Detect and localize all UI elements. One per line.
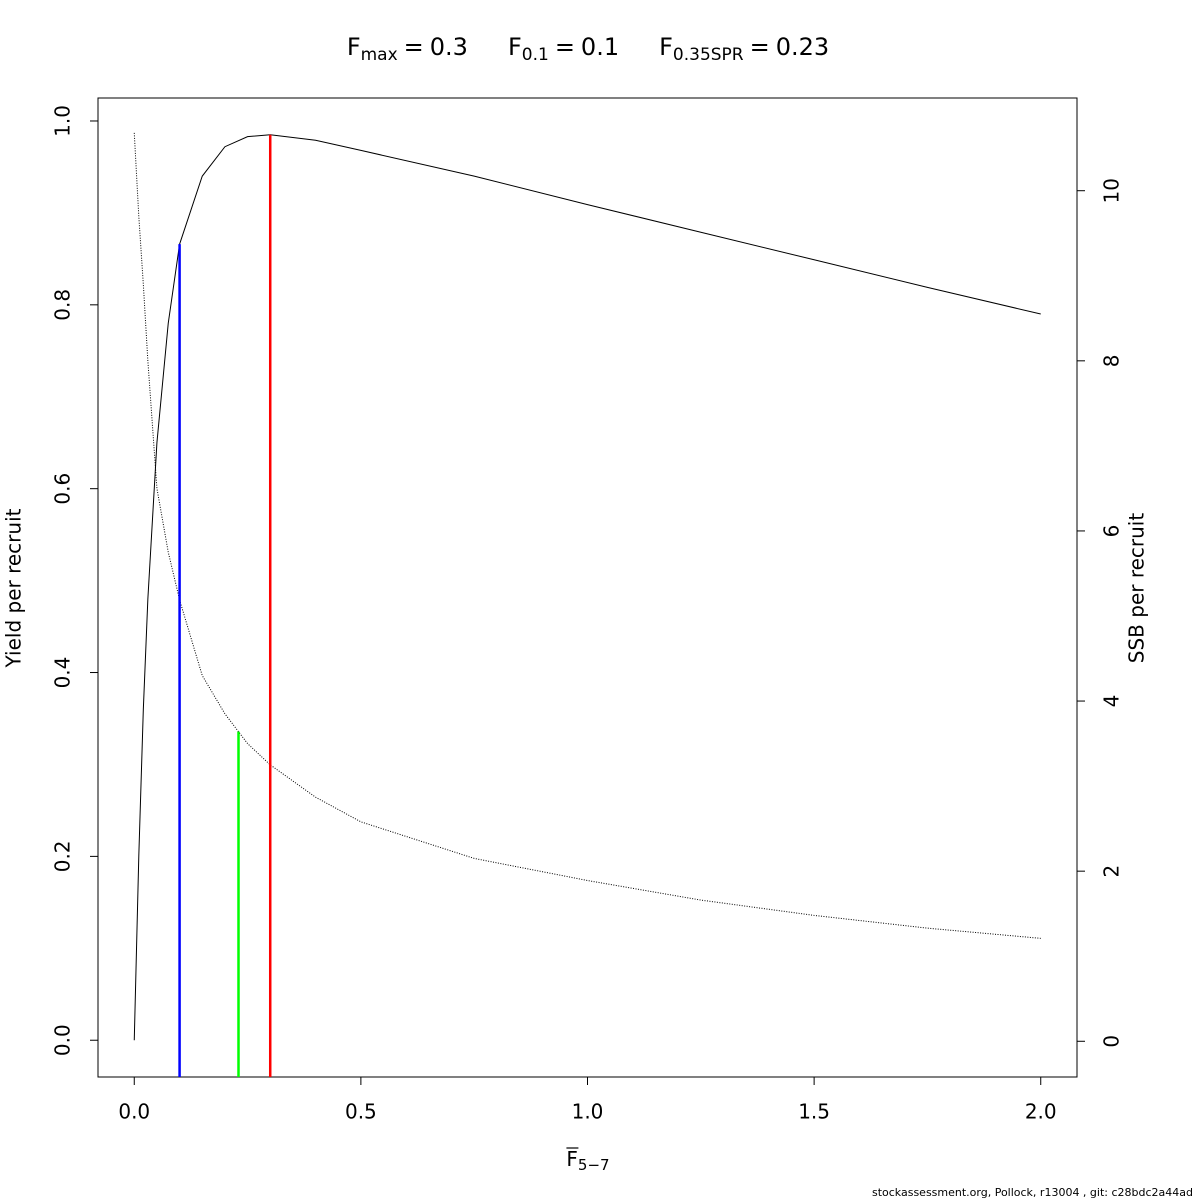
x-tick-label: 2.0 [1025,1100,1057,1124]
y2-tick-label: 2 [1100,865,1124,878]
title-relation: = [750,33,770,61]
title-value: 0.3 [430,33,468,61]
chart-title: Fmax = 0.3 F0.1 = 0.1 F0.35SPR = 0.23 [347,33,829,65]
y-tick-label: 0.4 [51,657,75,689]
x-label-subscript: 5−7 [578,1156,610,1174]
title-symbol: F [508,33,522,61]
x-axis-label: F5−7 [566,1147,609,1174]
x-tick-label: 0.5 [345,1100,377,1124]
x-label-symbol: F [566,1147,578,1171]
y-tick-label: 0.2 [51,840,75,872]
y2-tick-label: 4 [1100,695,1124,708]
y2-tick-label: 6 [1100,525,1124,538]
title-symbol: F [659,33,673,61]
y2-axis-label: SSB per recruit [1125,513,1149,664]
title-subscript: max [361,45,398,65]
x-tick-label: 1.5 [798,1100,830,1124]
title-symbol: F [347,33,361,61]
title-subscript: 0.1 [522,45,549,65]
y-tick-label: 1.0 [51,105,75,137]
y-tick-label: 0.8 [51,289,75,321]
title-relation: = [404,33,424,61]
title-subscript: 0.35SPR [673,45,744,65]
series-line [133,134,1041,1041]
footer: stockassessment.org, Pollock, r13004 , g… [872,1186,1193,1199]
y-axis-label: Yield per recruit [2,508,26,668]
y-tick-label: 0.0 [51,1024,75,1056]
x-tick-label: 1.0 [572,1100,604,1124]
y2-tick-label: 0 [1100,1035,1124,1048]
y-tick-label: 0.6 [51,473,75,505]
plot-frame [97,97,1078,1078]
title-value: 0.23 [776,33,829,61]
x-tick-label: 0.0 [118,1100,150,1124]
y2-tick-label: 10 [1100,178,1124,203]
title-value: 0.1 [581,33,619,61]
title-relation: = [555,33,575,61]
series-line [133,132,1041,939]
y2-tick-label: 8 [1100,354,1124,367]
